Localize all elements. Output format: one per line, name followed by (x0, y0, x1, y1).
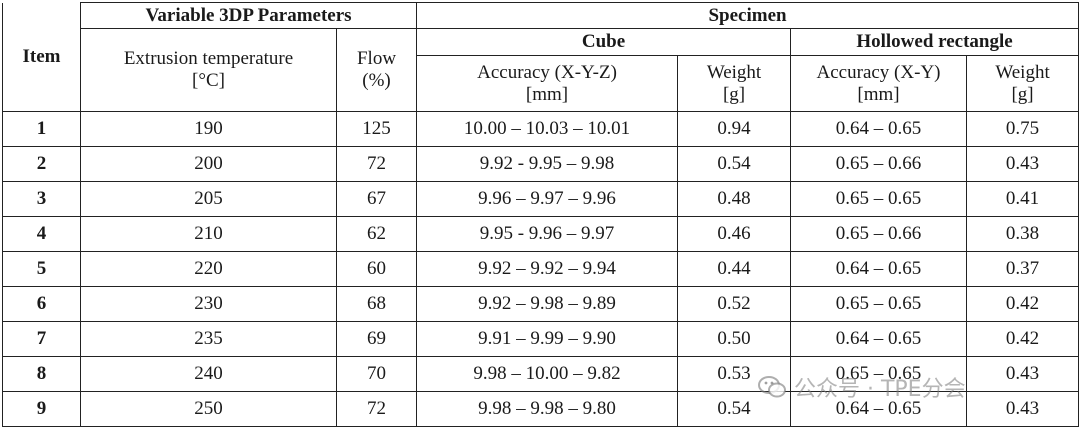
cell-hr-weight: 0.37 (966, 251, 1080, 287)
cell-cube-weight: 0.54 (677, 391, 792, 427)
header-flow: Flow (%) (335, 28, 418, 112)
cell-item: 9 (2, 391, 81, 427)
table-row: 8 240 70 9.98 – 10.00 – 9.82 0.53 0.65 –… (2, 356, 1080, 392)
cell-hr-accuracy: 0.64 – 0.65 (790, 321, 968, 357)
cell-flow: 69 (335, 321, 418, 357)
header-flow-label: Flow (356, 48, 397, 69)
cell-item: 6 (2, 286, 81, 322)
cell-flow: 60 (335, 251, 418, 287)
header-extrusion-temp: Extrusion temperature [°C] (80, 28, 337, 112)
cell-item: 8 (2, 356, 81, 392)
cell-temp: 210 (80, 216, 337, 252)
cell-flow: 67 (335, 181, 418, 217)
header-params-group: Variable 3DP Parameters (79, 2, 418, 29)
header-cube-weight: Weight [g] (677, 55, 792, 112)
cell-item: 3 (2, 181, 81, 217)
cell-cube-weight: 0.54 (677, 146, 792, 182)
cell-temp: 250 (80, 391, 337, 427)
table-row: 1 190 125 10.00 – 10.03 – 10.01 0.94 0.6… (2, 111, 1080, 147)
cell-flow: 68 (335, 286, 418, 322)
cell-temp: 205 (80, 181, 337, 217)
header-hr-weight-unit: [g] (1011, 83, 1034, 105)
cell-hr-weight: 0.43 (966, 146, 1080, 182)
cell-flow: 70 (335, 356, 418, 392)
header-flow-unit: (%) (362, 70, 391, 91)
cell-cube-weight: 0.50 (677, 321, 792, 357)
cell-hr-weight: 0.43 (966, 391, 1080, 427)
header-cube: Cube (416, 28, 792, 56)
cell-hr-weight: 0.42 (966, 286, 1080, 322)
cell-hr-weight: 0.41 (966, 181, 1080, 217)
cell-cube-accuracy: 9.92 – 9.92 – 9.94 (416, 251, 679, 287)
cell-cube-accuracy: 9.92 - 9.95 – 9.98 (416, 146, 679, 182)
cell-temp: 235 (80, 321, 337, 357)
table-row: 5 220 60 9.92 – 9.92 – 9.94 0.44 0.64 – … (2, 251, 1080, 287)
cell-cube-accuracy: 9.96 – 9.97 – 9.96 (416, 181, 679, 217)
cell-cube-weight: 0.48 (677, 181, 792, 217)
header-hr-weight-label: Weight (995, 61, 1050, 83)
cell-item: 1 (2, 111, 81, 147)
cell-item: 7 (2, 321, 81, 357)
cell-cube-accuracy: 9.91 – 9.99 – 9.90 (416, 321, 679, 357)
cell-temp: 190 (80, 111, 337, 147)
header-cube-weight-unit: [g] (722, 83, 746, 105)
table-row: 6 230 68 9.92 – 9.98 – 9.89 0.52 0.65 – … (2, 286, 1080, 322)
table-body: 1 190 125 10.00 – 10.03 – 10.01 0.94 0.6… (2, 111, 1080, 427)
header-cube-accuracy: Accuracy (X-Y-Z) [mm] (416, 55, 679, 112)
cell-hr-accuracy: 0.64 – 0.65 (790, 391, 968, 427)
cell-hr-accuracy: 0.65 – 0.65 (790, 356, 968, 392)
header-item: Item (2, 2, 81, 112)
cell-hr-weight: 0.43 (966, 356, 1080, 392)
cell-temp: 200 (80, 146, 337, 182)
cell-hr-accuracy: 0.65 – 0.66 (790, 216, 968, 252)
header-extrusion-temp-unit: [°C] (192, 70, 225, 91)
table-row: 4 210 62 9.95 - 9.96 – 9.97 0.46 0.65 – … (2, 216, 1080, 252)
cell-flow: 62 (335, 216, 418, 252)
cell-temp: 240 (80, 356, 337, 392)
table-row: 3 205 67 9.96 – 9.97 – 9.96 0.48 0.65 – … (2, 181, 1080, 217)
cell-cube-weight: 0.46 (677, 216, 792, 252)
cell-cube-accuracy: 9.98 – 9.98 – 9.80 (416, 391, 679, 427)
cell-hr-accuracy: 0.65 – 0.65 (790, 286, 968, 322)
cell-cube-weight: 0.94 (677, 111, 792, 147)
header-hr-accuracy: Accuracy (X-Y) [mm] (790, 55, 968, 112)
cell-item: 5 (2, 251, 81, 287)
header-hr-weight: Weight [g] (966, 55, 1080, 112)
header-hr-accuracy-unit: [mm] (857, 83, 900, 105)
cell-item: 4 (2, 216, 81, 252)
cell-hr-weight: 0.42 (966, 321, 1080, 357)
header-cube-accuracy-unit: [mm] (525, 83, 569, 105)
cell-cube-weight: 0.44 (677, 251, 792, 287)
cell-cube-accuracy: 10.00 – 10.03 – 10.01 (416, 111, 679, 147)
cell-cube-weight: 0.52 (677, 286, 792, 322)
cell-flow: 72 (335, 391, 418, 427)
cell-temp: 230 (80, 286, 337, 322)
header-specimen-group: Specimen (416, 2, 1080, 29)
cell-hr-accuracy: 0.65 – 0.66 (790, 146, 968, 182)
cell-hr-weight: 0.38 (966, 216, 1080, 252)
cell-temp: 220 (80, 251, 337, 287)
header-hollowed: Hollowed rectangle (790, 28, 1080, 56)
cell-flow: 125 (335, 111, 418, 147)
cell-item: 2 (2, 146, 81, 182)
cell-cube-weight: 0.53 (677, 356, 792, 392)
cell-flow: 72 (335, 146, 418, 182)
table-row: 2 200 72 9.92 - 9.95 – 9.98 0.54 0.65 – … (2, 146, 1080, 182)
cell-hr-accuracy: 0.64 – 0.65 (790, 251, 968, 287)
cell-hr-weight: 0.75 (966, 111, 1080, 147)
header-cube-accuracy-label: Accuracy (X-Y-Z) (477, 61, 617, 83)
header-extrusion-temp-label: Extrusion temperature (123, 48, 294, 69)
cell-cube-accuracy: 9.98 – 10.00 – 9.82 (416, 356, 679, 392)
header-cube-weight-label: Weight (706, 61, 762, 83)
cell-cube-accuracy: 9.95 - 9.96 – 9.97 (416, 216, 679, 252)
table-row: 9 250 72 9.98 – 9.98 – 9.80 0.54 0.64 – … (2, 391, 1080, 427)
cell-cube-accuracy: 9.92 – 9.98 – 9.89 (416, 286, 679, 322)
table-row: 7 235 69 9.91 – 9.99 – 9.90 0.50 0.64 – … (2, 321, 1080, 357)
cell-hr-accuracy: 0.65 – 0.65 (790, 181, 968, 217)
header-hr-accuracy-label: Accuracy (X-Y) (816, 61, 941, 83)
cell-hr-accuracy: 0.64 – 0.65 (790, 111, 968, 147)
